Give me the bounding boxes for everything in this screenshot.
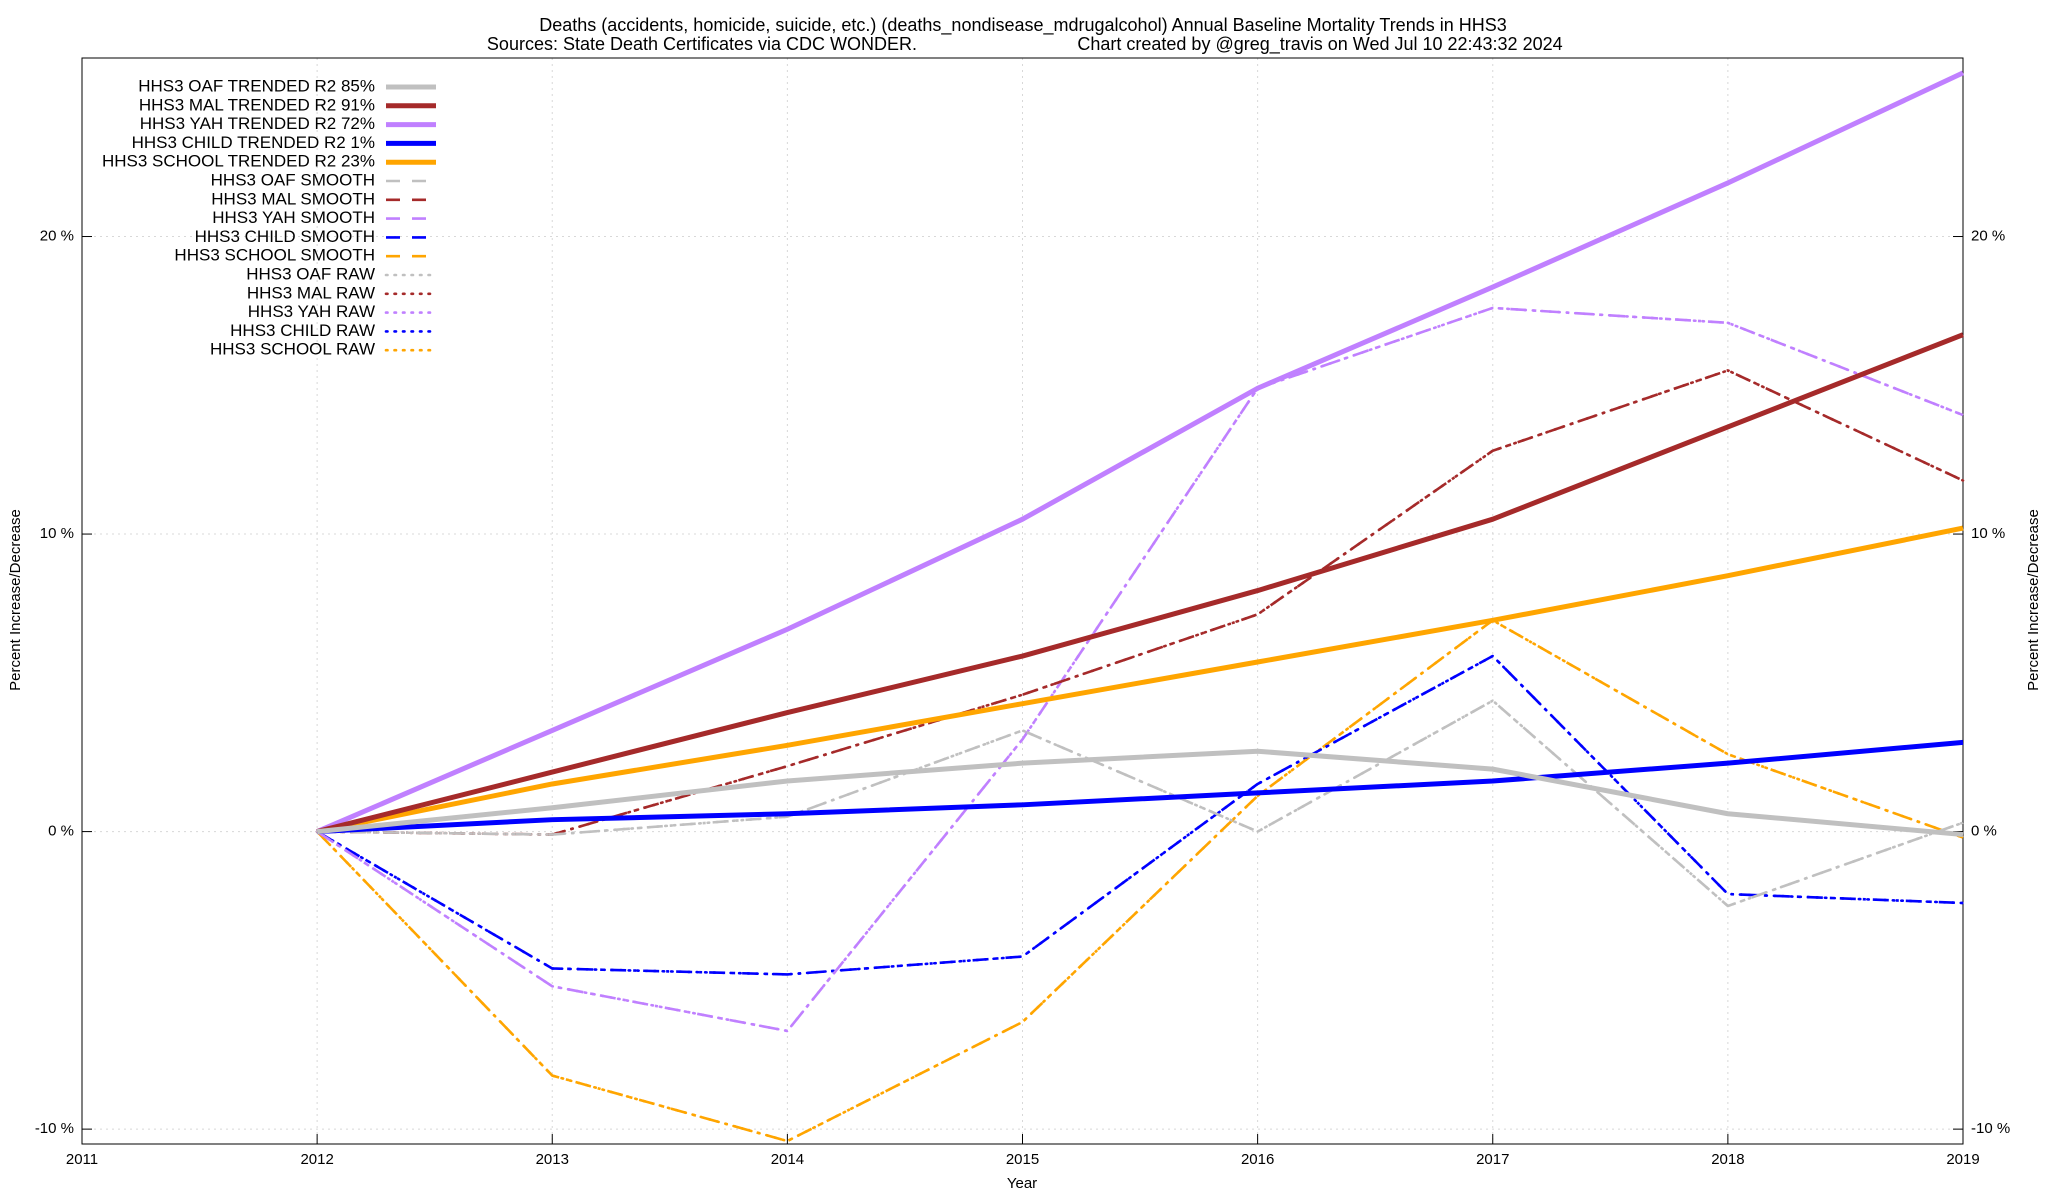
- x-tick-label: 2015: [1006, 1151, 1039, 1168]
- x-tick-label: 2018: [1711, 1151, 1744, 1168]
- y2-tick-label: 0 %: [1971, 823, 1997, 840]
- series-line: [315, 306, 1965, 1033]
- series-line: [315, 654, 1965, 976]
- x-axis-label: Year: [1007, 1175, 1037, 1192]
- series-line: [316, 739, 1964, 835]
- x-tick-label: 2012: [300, 1151, 333, 1168]
- x-tick-label: 2013: [536, 1151, 569, 1168]
- legend-label: HHS3 YAH SMOOTH: [212, 208, 375, 227]
- y-tick-label: -10 %: [35, 1120, 74, 1137]
- series-line: [315, 699, 1965, 908]
- legend-label: HHS3 YAH RAW: [248, 302, 375, 321]
- legend-label: HHS3 MAL RAW: [247, 283, 375, 302]
- chart-credit: Chart created by @greg_travis on Wed Jul…: [1077, 34, 1562, 55]
- legend-label: HHS3 SCHOOL SMOOTH: [174, 246, 375, 265]
- y2-axis-label: Percent Increase/Decrease: [2025, 509, 2042, 691]
- legend-label: HHS3 CHILD TRENDED R2 1%: [132, 133, 375, 152]
- x-tick-label: 2011: [66, 1151, 98, 1168]
- series-line: [316, 306, 1964, 1033]
- legend-label: HHS3 SCHOOL RAW: [210, 340, 375, 359]
- series-line: [316, 332, 1964, 835]
- legend-label: HHS3 CHILD RAW: [230, 321, 375, 340]
- plot-frame: [81, 57, 1964, 1145]
- chart-title: Deaths (accidents, homicide, suicide, et…: [539, 15, 1507, 36]
- legend-label: HHS3 MAL TRENDED R2 91%: [139, 95, 375, 114]
- y-tick-label: 0 %: [48, 823, 74, 840]
- x-tick-label: 2017: [1476, 1151, 1509, 1168]
- series-line: [317, 699, 1964, 908]
- series-line: [316, 525, 1964, 835]
- y2-tick-label: 10 %: [1971, 525, 2005, 542]
- x-tick-label: 2016: [1241, 1151, 1274, 1168]
- y2-tick-label: -10 %: [1971, 1120, 2010, 1137]
- series-line: [316, 619, 1964, 1143]
- y2-tick-label: 20 %: [1971, 227, 2005, 244]
- series-line: [316, 748, 1964, 838]
- chart-subtitle: Sources: State Death Certificates via CD…: [487, 34, 917, 54]
- legend-label: HHS3 CHILD SMOOTH: [195, 227, 375, 246]
- series-line: [316, 70, 1965, 834]
- legend-label: HHS3 OAF SMOOTH: [211, 170, 375, 189]
- legend-label: HHS3 OAF TRENDED R2 85%: [138, 76, 375, 95]
- series-line: [317, 369, 1964, 836]
- y-tick-label: 20 %: [40, 227, 74, 244]
- legend-label: HHS3 OAF RAW: [246, 264, 375, 283]
- x-tick-label: 2019: [1946, 1151, 1979, 1168]
- y-axis-label: Percent Increase/Decrease: [7, 509, 24, 691]
- series-line: [316, 654, 1964, 976]
- legend-label: HHS3 YAH TRENDED R2 72%: [140, 114, 375, 133]
- legend-label: HHS3 SCHOOL TRENDED R2 23%: [102, 152, 375, 171]
- y-tick-label: 10 %: [40, 525, 74, 542]
- legend-label: HHS3 MAL SMOOTH: [211, 189, 375, 208]
- x-tick-label: 2014: [771, 1151, 804, 1168]
